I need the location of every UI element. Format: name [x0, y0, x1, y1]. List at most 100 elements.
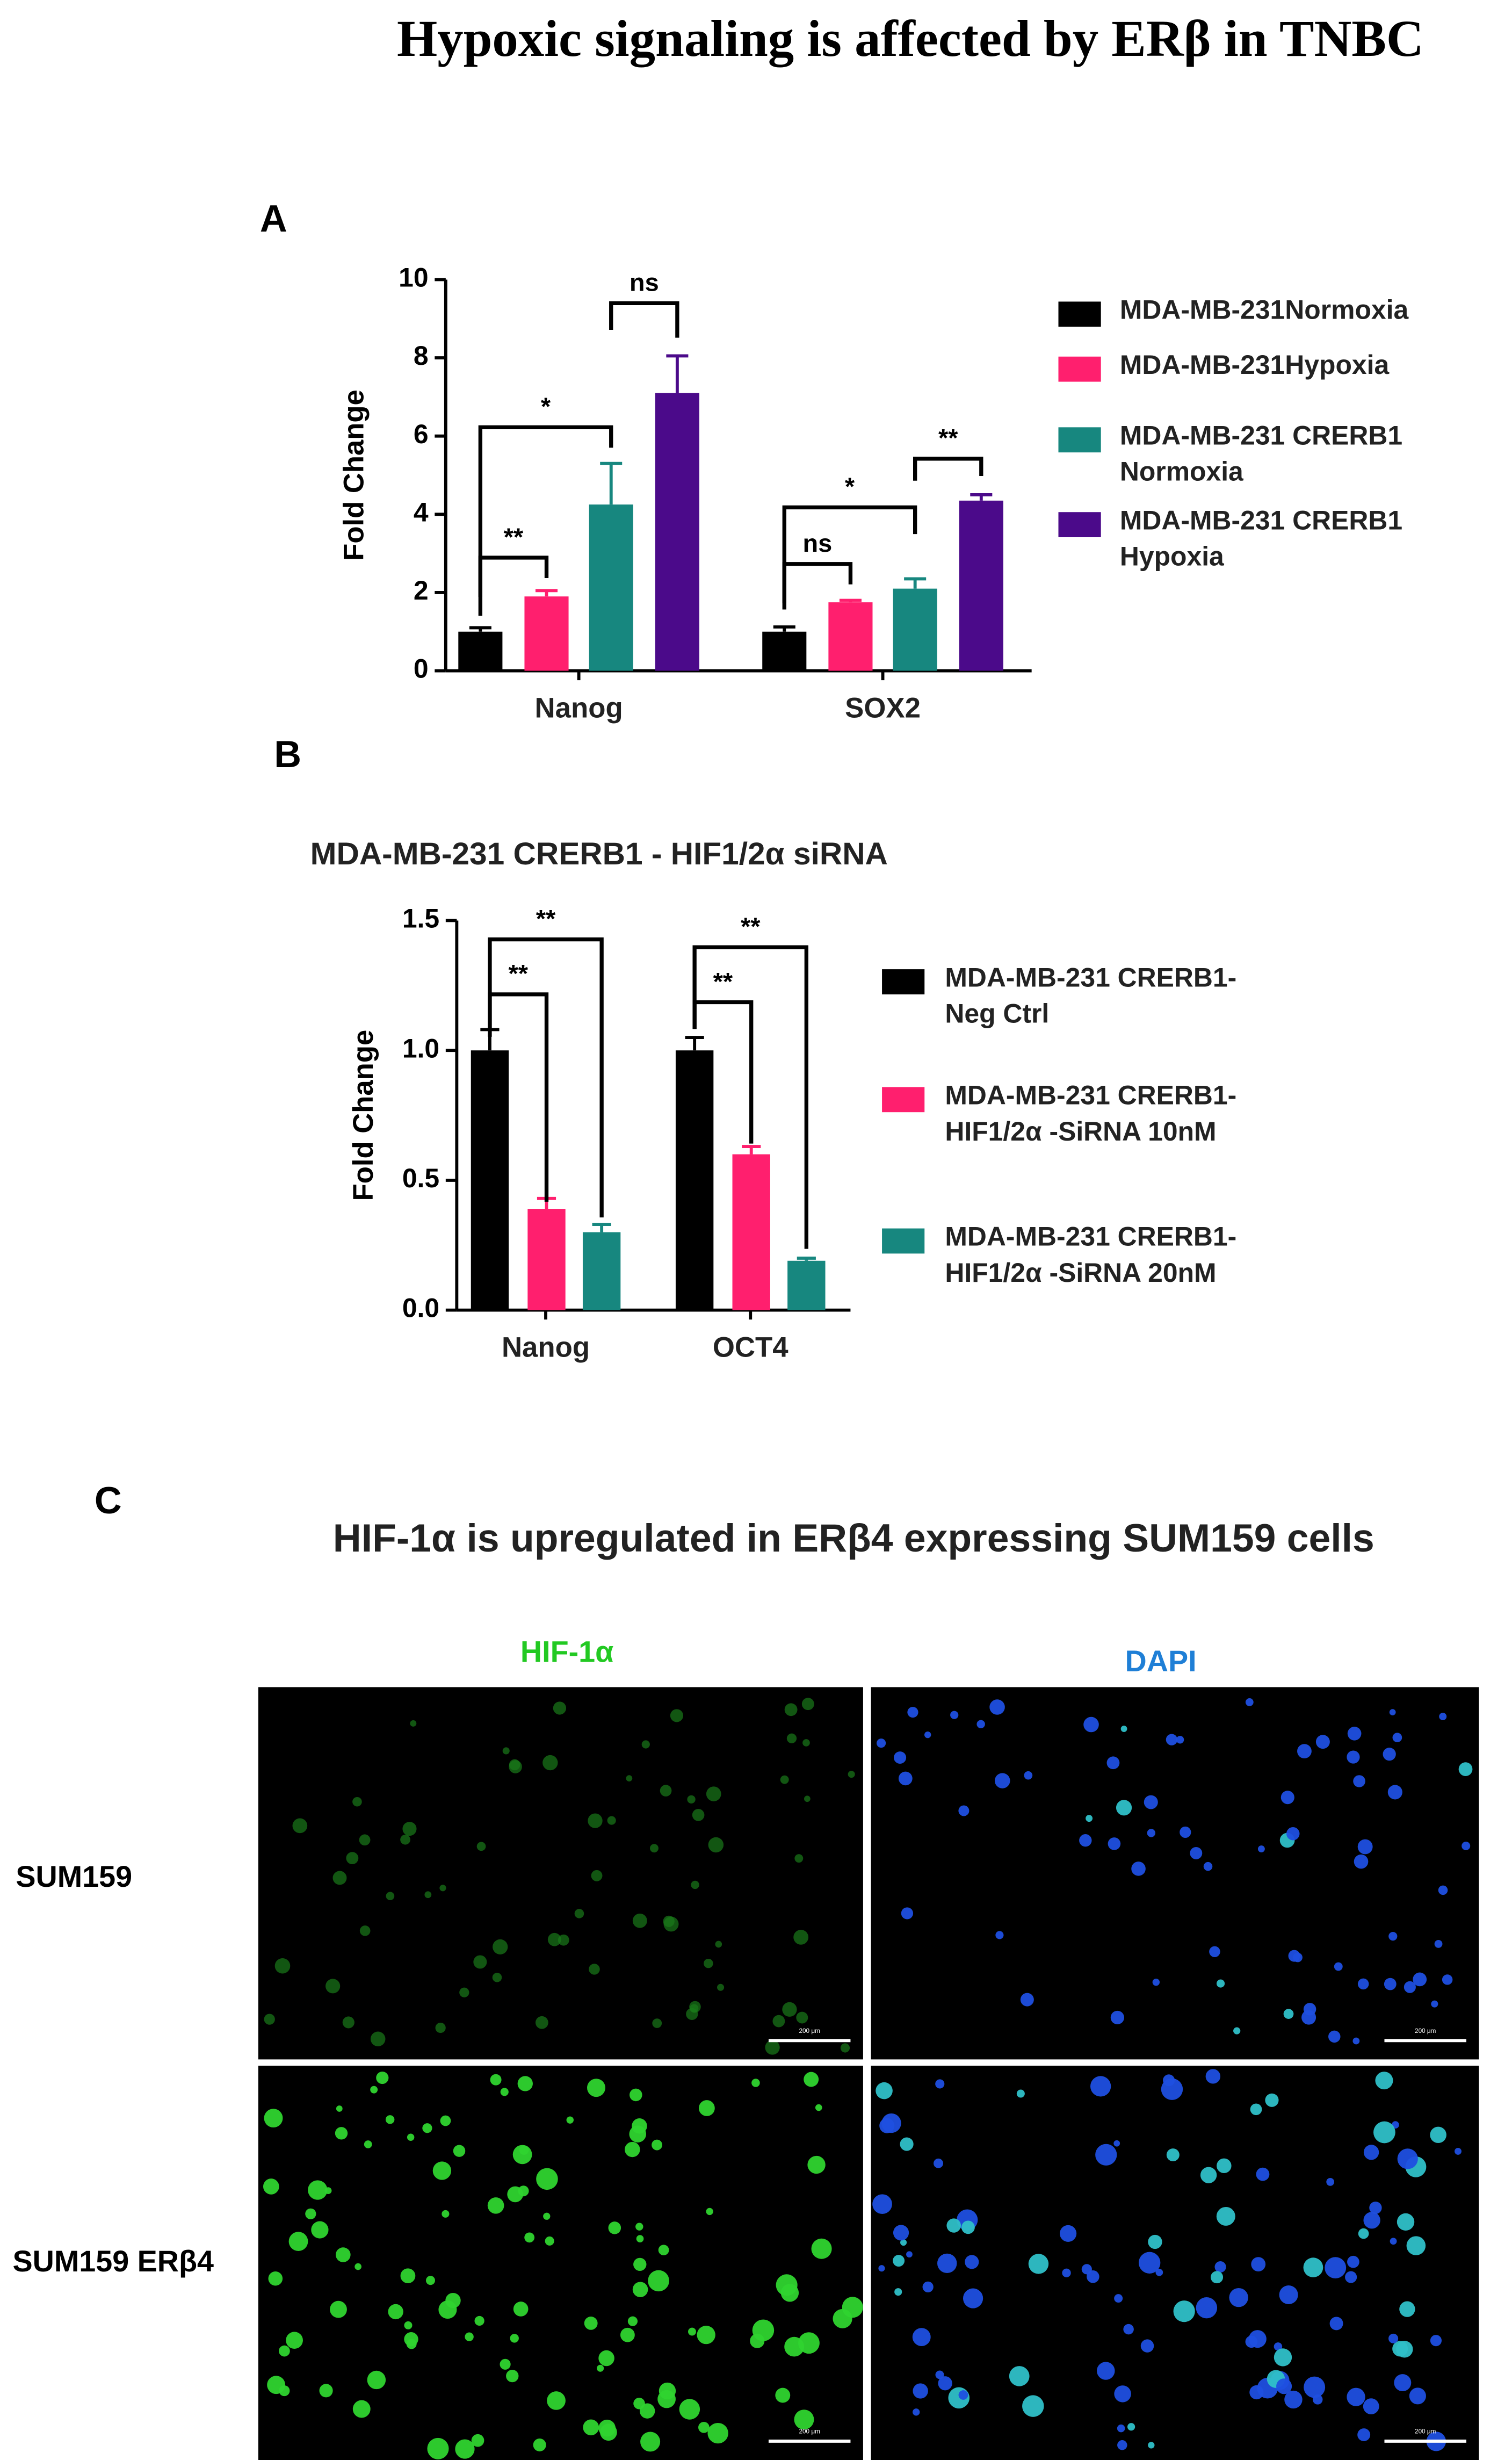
cell: [1152, 1978, 1160, 1986]
cell: [518, 2185, 529, 2197]
y-tick-label: 10: [399, 263, 428, 293]
cell: [1404, 1981, 1416, 1993]
significance-label: *: [845, 473, 855, 501]
significance-bracket: [692, 945, 808, 1249]
cell: [330, 2300, 347, 2318]
cell: [352, 1797, 362, 1807]
cell: [913, 2383, 928, 2399]
cell: [459, 1987, 469, 1997]
y-tick-label: 1.0: [402, 1033, 439, 1063]
cell: [1286, 1827, 1300, 1841]
cell: [533, 2438, 546, 2451]
cell: [1203, 1862, 1213, 1871]
bar: [675, 1050, 714, 1310]
cell: [1024, 1771, 1033, 1780]
cell: [1117, 2440, 1127, 2450]
cell: [335, 2127, 348, 2140]
cell: [691, 1880, 699, 1889]
cell: [359, 1834, 371, 1846]
cell: [1140, 2339, 1154, 2353]
cell: [509, 1760, 522, 1773]
cell: [1406, 2236, 1426, 2255]
cell: [400, 2268, 416, 2284]
cell: [264, 2109, 283, 2128]
cell: [1155, 2269, 1163, 2276]
legend-label: MDA-MB-231 CRERB1 Normoxia: [1119, 421, 1403, 487]
cell: [958, 2390, 968, 2400]
cell: [471, 2434, 484, 2447]
cell: [438, 2300, 457, 2319]
cell: [697, 2326, 715, 2344]
cell: [625, 2141, 640, 2158]
significance-bracket: [488, 937, 604, 1218]
cell: [620, 2327, 635, 2342]
cell: [938, 2376, 952, 2391]
cell: [1438, 1885, 1448, 1895]
row-label: SUM159 ERβ4: [12, 2245, 214, 2278]
cell: [455, 2439, 475, 2459]
legend-label: MDA-MB-231Hypoxia: [1119, 350, 1390, 380]
cell: [1173, 2300, 1195, 2322]
cell: [698, 2100, 715, 2116]
cell: [410, 1720, 417, 1727]
cell: [1113, 2140, 1120, 2147]
cell: [717, 1983, 725, 1991]
cell: [1249, 2385, 1264, 2400]
y-tick-label: 6: [414, 419, 429, 449]
cell: [502, 1747, 510, 1755]
cell: [715, 1940, 722, 1948]
cell: [626, 1775, 633, 1782]
figure-title: Hypoxic signaling is affected by ERβ in …: [397, 10, 1424, 67]
panel-label: C: [95, 1479, 122, 1521]
significance-label: **: [508, 960, 528, 987]
legend-swatch: [1058, 356, 1101, 382]
cell: [553, 1701, 567, 1715]
cell: [1110, 2010, 1124, 2025]
cell: [901, 1907, 914, 1920]
cell: [1388, 2333, 1399, 2343]
cell: [636, 2235, 644, 2242]
cell: [524, 2232, 535, 2243]
legend-item: MDA-MB-231 CRERB1 Normoxia: [1119, 421, 1403, 487]
cell: [1431, 2000, 1438, 2008]
cell: [370, 2031, 386, 2047]
chart-title: MDA-MB-231 CRERB1 - HIF1/2α siRNA: [310, 836, 888, 871]
cell: [935, 2079, 945, 2089]
cell: [364, 2140, 372, 2148]
bar: [762, 631, 807, 671]
cell: [474, 2315, 484, 2326]
cell: [1114, 2294, 1123, 2303]
cell: [589, 1964, 600, 1975]
cell: [937, 2253, 957, 2274]
x-tick-label: Nanog: [502, 1332, 590, 1364]
cell: [1281, 1791, 1294, 1805]
cell: [1060, 2225, 1077, 2242]
cell: [1312, 2394, 1323, 2405]
cell: [510, 2334, 519, 2343]
cell: [279, 2345, 290, 2357]
cell: [782, 2002, 797, 2017]
cell: [648, 2270, 669, 2292]
cell: [698, 2421, 710, 2433]
cell: [893, 2225, 909, 2241]
cell: [1251, 2257, 1266, 2271]
cell: [263, 2178, 279, 2195]
cell: [1196, 2297, 1218, 2319]
micrograph: [258, 1687, 863, 2060]
legend-label: MDA-MB-231 CRERB1- Neg Ctrl: [945, 963, 1237, 1029]
cell: [1020, 1993, 1034, 2007]
cell: [1279, 2285, 1298, 2304]
legend-swatch: [1058, 301, 1101, 327]
cell: [422, 2123, 432, 2133]
bar: [589, 504, 633, 671]
cell: [473, 1955, 487, 1969]
scale-bar-label: 200 μm: [799, 2028, 820, 2035]
cell: [950, 1711, 959, 1719]
cell: [958, 1805, 970, 1816]
cell: [1347, 1750, 1360, 1764]
cell: [400, 1834, 410, 1845]
cell: [877, 1738, 886, 1748]
scale-bar-label: 200 μm: [799, 2428, 820, 2435]
cell: [1166, 1734, 1178, 1745]
